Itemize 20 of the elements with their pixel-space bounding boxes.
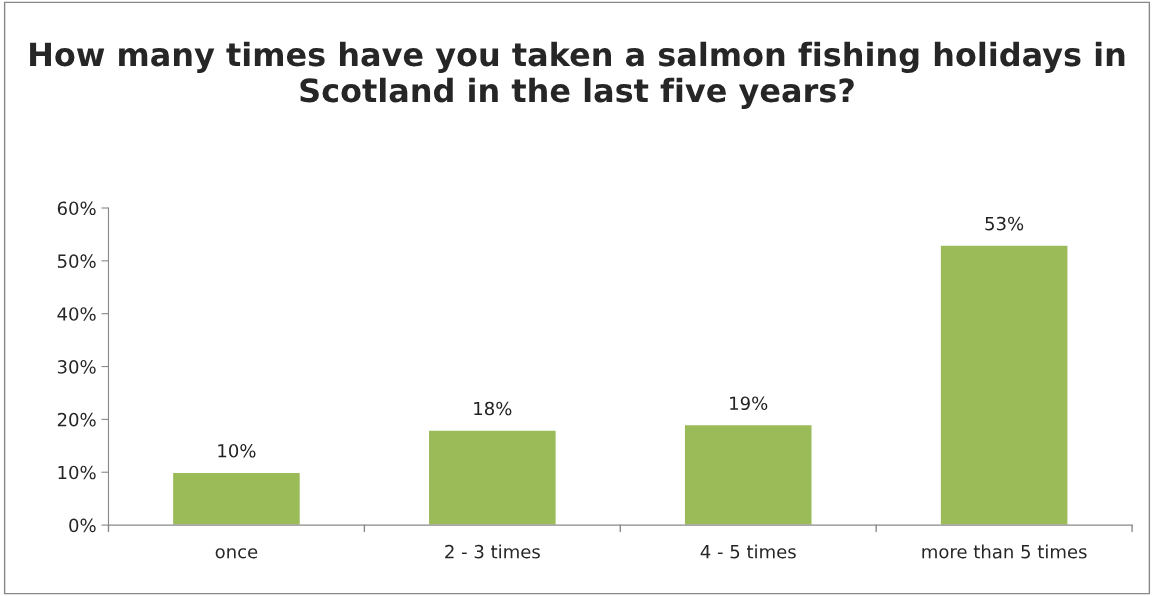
y-tick-label: 30% xyxy=(57,360,96,374)
data-label: 10% xyxy=(218,443,256,458)
data-label: 19% xyxy=(730,396,768,411)
data-label: 53% xyxy=(985,216,1024,231)
x-tick-label: 2 - 3 times xyxy=(445,544,540,559)
y-tick-label: 60% xyxy=(57,201,96,216)
x-tick-label: more than 5 times xyxy=(922,544,1087,559)
bar xyxy=(683,423,813,526)
chart-title: How many times have you taken a salmon fishing holidays in Scotland in the last five years? xyxy=(30,41,1125,109)
y-tick-label: 10% xyxy=(58,465,96,480)
y-tick-label: 50% xyxy=(57,254,96,268)
data-label: 18% xyxy=(474,401,512,416)
bar xyxy=(939,244,1069,526)
x-tick-label: once xyxy=(215,548,258,559)
bar xyxy=(427,429,557,526)
y-tick-label: 20% xyxy=(57,412,96,427)
y-tick-label: 40% xyxy=(57,307,96,321)
x-tick-label: 4 - 5 times xyxy=(700,544,796,559)
bar xyxy=(171,471,302,526)
y-tick-label: 0% xyxy=(69,518,96,533)
